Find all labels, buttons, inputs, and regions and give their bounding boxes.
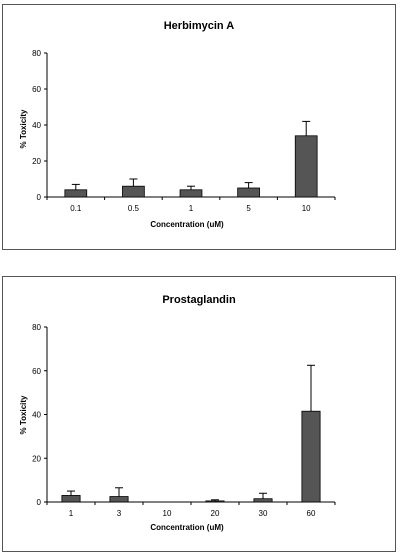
y-tick-label: 20 xyxy=(32,454,41,463)
bar xyxy=(179,189,203,198)
x-tick-label: 10 xyxy=(302,204,311,213)
chart-title: Herbimycin A xyxy=(164,20,235,32)
y-tick-label: 0 xyxy=(37,498,42,507)
x-tick-label: 1 xyxy=(189,204,194,213)
x-tick-label: 1 xyxy=(69,509,74,518)
y-tick-label: 60 xyxy=(32,367,41,376)
y-tick-label: 80 xyxy=(32,49,41,58)
y-axis-label: % Toxicity xyxy=(19,395,28,435)
x-tick-label: 20 xyxy=(211,509,220,518)
bar xyxy=(301,410,321,503)
x-tick-label: 5 xyxy=(246,204,251,213)
bar xyxy=(122,185,145,198)
chart-panel-prostaglandin: Prostaglandin % Toxicity Concentration (… xyxy=(2,276,396,552)
y-tick-label: 40 xyxy=(32,411,41,420)
x-tick-label: 10 xyxy=(163,509,172,518)
bar xyxy=(205,500,225,503)
y-tick-label: 80 xyxy=(32,323,41,332)
chart-panel-herbimycin: Herbimycin A % Toxicity Concentration (u… xyxy=(2,4,396,250)
bar xyxy=(253,498,273,503)
x-axis-label: Concentration (uM) xyxy=(150,220,224,229)
bar xyxy=(109,496,129,503)
x-tick-label: 0.5 xyxy=(128,204,140,213)
x-tick-label: 30 xyxy=(259,509,268,518)
y-tick-label: 40 xyxy=(32,121,41,130)
bar xyxy=(64,189,88,198)
y-tick-label: 20 xyxy=(32,157,41,166)
y-axis-label: % Toxicity xyxy=(19,109,28,149)
x-tick-label: 60 xyxy=(307,509,316,518)
y-tick-label: 0 xyxy=(37,193,42,202)
x-axis-label: Concentration (uM) xyxy=(150,523,224,532)
y-tick-label: 60 xyxy=(32,85,41,94)
prostaglandin-chart: Prostaglandin % Toxicity Concentration (… xyxy=(19,294,336,532)
herbimycin-chart: Herbimycin A % Toxicity Concentration (u… xyxy=(19,20,336,229)
x-tick-label: 0.1 xyxy=(70,204,82,213)
chart-title: Prostaglandin xyxy=(162,294,236,306)
x-tick-label: 3 xyxy=(117,509,122,518)
bar xyxy=(61,495,81,503)
bar xyxy=(237,187,260,198)
bar xyxy=(294,135,318,198)
